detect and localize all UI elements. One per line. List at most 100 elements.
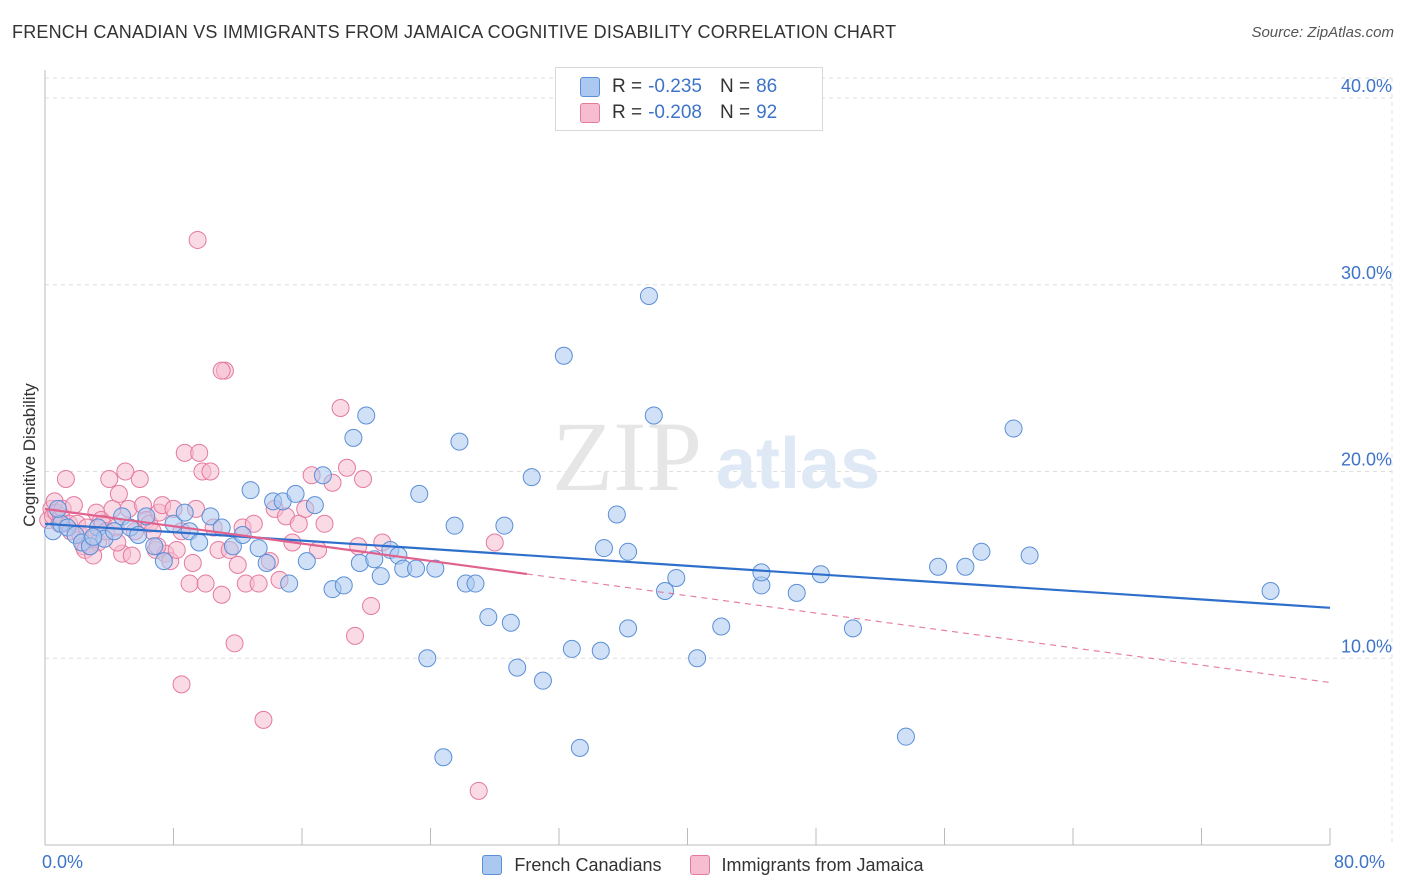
french-point [371,567,390,586]
french-point [607,505,626,524]
french-point [305,496,324,515]
french-point [445,516,464,535]
french-point [533,671,552,690]
french-point [344,428,363,447]
french-point [190,533,209,552]
french-point [466,574,485,593]
french-point [241,481,260,500]
french-point [249,539,268,558]
french-point [688,649,707,668]
jamaica-point [337,458,356,477]
french-point [410,484,429,503]
jamaica-trend-extension [526,573,1331,684]
french-point [712,617,731,636]
jamaica-point [167,540,186,559]
french-point [619,542,638,561]
french-point [639,286,658,305]
french-point [570,738,589,757]
french-point [418,649,437,668]
jamaica-swatch [580,103,600,123]
french-point [175,503,194,522]
jamaica-point [201,462,220,481]
y-tick-label: 10.0% [1341,636,1392,656]
legend-label-jamaica: Immigrants from Jamaica [721,854,924,875]
french-point [956,557,975,576]
french-point [357,406,376,425]
jamaica-point [228,555,247,574]
jamaica-point [225,634,244,653]
french-point [619,619,638,638]
jamaica-point [190,443,209,462]
jamaica-point [469,781,488,800]
jamaica-point [289,514,308,533]
french-point [929,557,948,576]
legend-item-jamaica: Immigrants from Jamaica [689,854,924,876]
jamaica-point [122,546,141,565]
jamaica-point [485,533,504,552]
french-point [201,507,220,526]
r-value: -0.208 [648,102,702,123]
french-point [434,748,453,767]
watermark-zip: ZIP [552,401,702,512]
jamaica-point [362,596,381,615]
stats-legend: R = -0.235 N = 86 R = -0.208 N = 92 [555,67,823,131]
french-point [334,576,353,595]
r-label: R = [612,102,643,123]
jamaica-point [212,585,231,604]
jamaica-point [172,675,191,694]
n-label: N = [719,102,751,123]
french-point [562,639,581,658]
french-point [495,516,514,535]
french-point [787,583,806,602]
x-tick-right: 80.0% [1334,852,1386,872]
r-label: R = [612,76,643,97]
jamaica-point [346,626,365,645]
french-point [508,658,527,677]
legend-label-french: French Canadians [514,854,662,875]
jamaica-point [100,469,119,488]
stats-row-jamaica: R = -0.208 N = 92 [580,101,783,125]
french-point [667,568,686,587]
french-point [297,552,316,571]
french-swatch [580,77,600,97]
french-legend-swatch [482,855,503,875]
french-point [591,641,610,660]
french-point [313,466,332,485]
n-value: 92 [756,102,778,123]
jamaica-point [331,399,350,418]
french-point [1261,582,1280,601]
french-point [1004,419,1023,438]
jamaica-point [183,554,202,573]
french-point [554,346,573,365]
chart-title: FRENCH CANADIAN VS IMMIGRANTS FROM JAMAI… [12,22,897,42]
jamaica-point [249,574,268,593]
french-point [594,539,613,558]
french-point [752,563,771,582]
chart-source: Source: ZipAtlas.com [1251,24,1394,41]
french-point [145,537,164,556]
r-value: -0.235 [648,76,702,97]
x-tick-left: 0.0% [42,852,84,872]
french-point [105,522,124,541]
n-value: 86 [756,76,778,97]
french-point [479,608,498,627]
jamaica-trend-line [44,507,528,576]
french-point [522,468,541,487]
french-point [84,527,103,546]
french-point [972,542,991,561]
french-point [843,619,862,638]
jamaica-point [180,574,199,593]
french-point [644,406,663,425]
legend-item-french: French Canadians [482,854,662,876]
y-tick-label: 40.0% [1341,76,1392,96]
french-point [656,582,675,601]
french-point [286,484,305,503]
french-point [407,559,426,578]
french-point [137,507,156,526]
jamaica-point [116,462,135,481]
french-point [154,552,173,571]
jamaica-point [315,514,334,533]
jamaica-point [188,230,207,249]
jamaica-point [254,710,273,729]
